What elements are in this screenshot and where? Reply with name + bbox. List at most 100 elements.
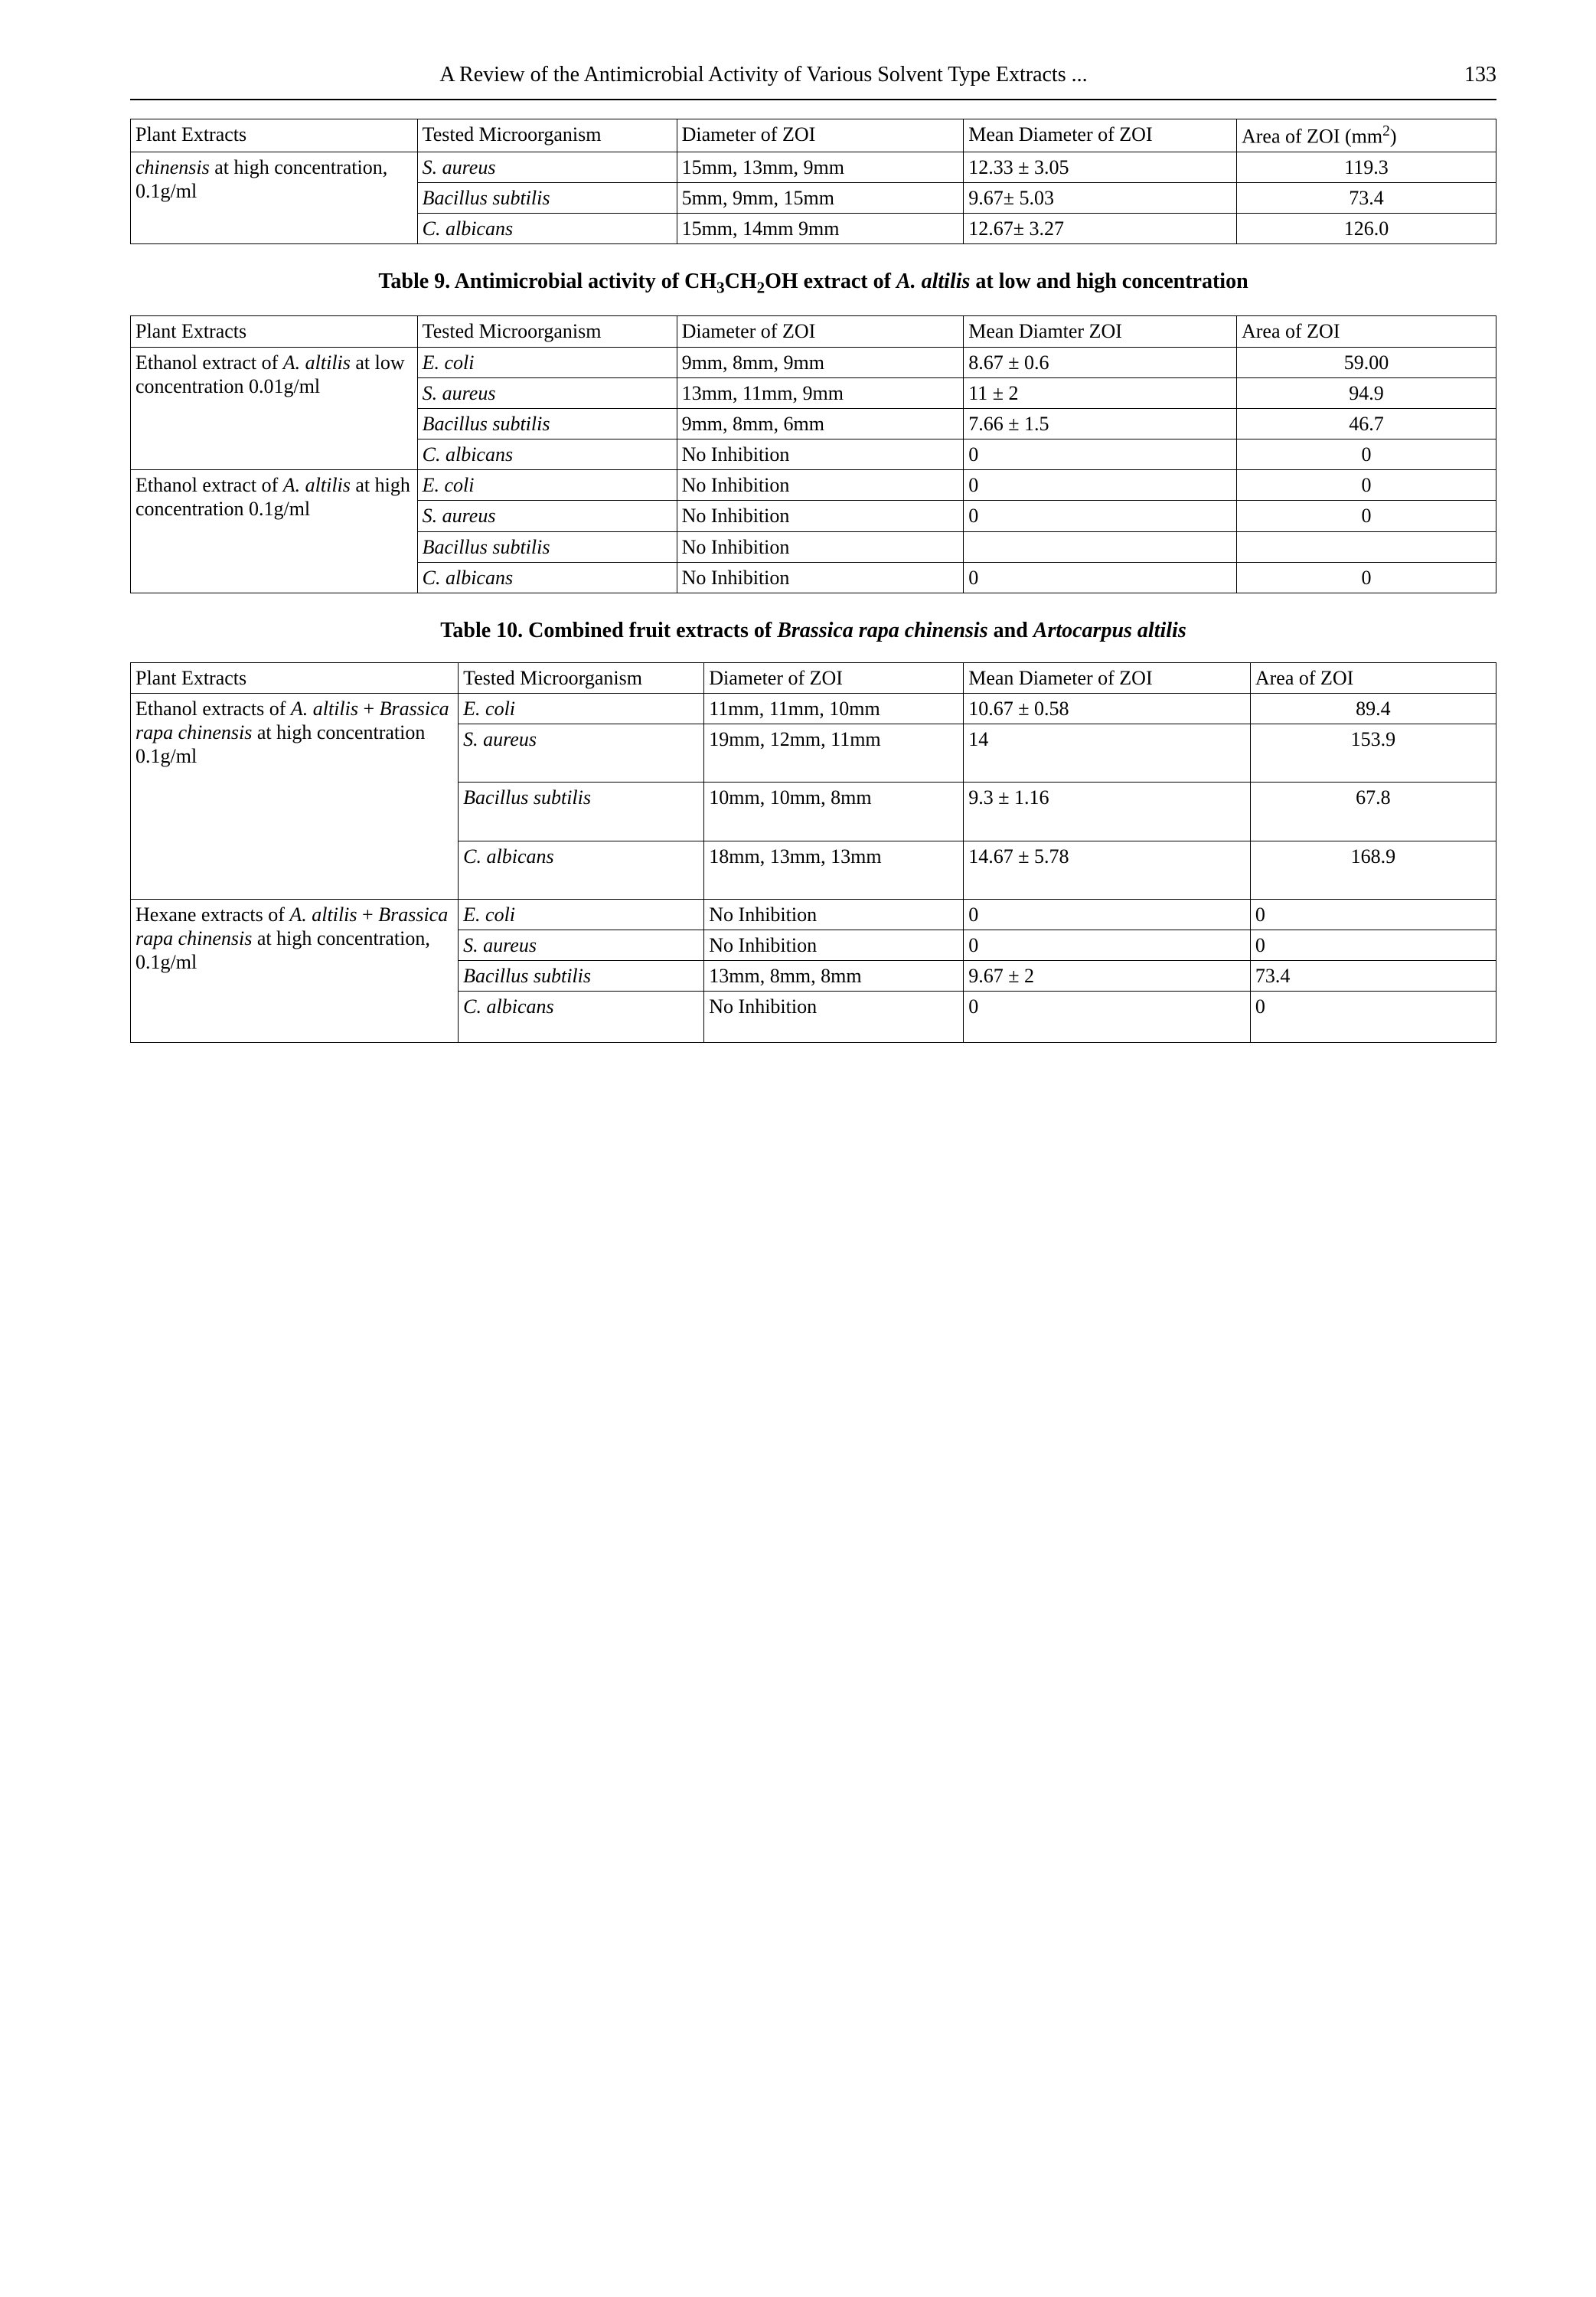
cell-organism: S. aureus — [417, 501, 677, 531]
table-row: chinensis at high concentration, 0.1g/ml… — [131, 152, 1496, 182]
cell-area: 119.3 — [1237, 152, 1496, 182]
cell-organism: S. aureus — [459, 930, 704, 960]
table-row: Ethanol extract of A. altilis at low con… — [131, 347, 1496, 377]
cell-mean: 0 — [964, 562, 1237, 593]
table-9: Plant Extracts Tested Microorganism Diam… — [130, 315, 1496, 593]
cell-organism: E. coli — [417, 347, 677, 377]
cell-diameter: No Inhibition — [704, 992, 964, 1042]
cell-organism: C. albicans — [459, 992, 704, 1042]
cell-area — [1237, 531, 1496, 562]
cell-organism: Bacillus subtilis — [459, 783, 704, 841]
page: A Review of the Antimicrobial Activity o… — [130, 61, 1496, 1043]
cell-diameter: No Inhibition — [704, 899, 964, 930]
cell-plant-extract: Ethanol extract of A. altilis at high co… — [131, 470, 418, 593]
col-mean-diameter-zoi: Mean Diamter ZOI — [964, 316, 1237, 347]
col-diameter-zoi: Diameter of ZOI — [677, 316, 964, 347]
cell-organism: C. albicans — [417, 214, 677, 244]
cell-area: 0 — [1250, 992, 1496, 1042]
cell-diameter: 18mm, 13mm, 13mm — [704, 841, 964, 899]
cell-organism: Bacillus subtilis — [459, 961, 704, 992]
cell-area: 59.00 — [1237, 347, 1496, 377]
table-row: Ethanol extracts of A. altilis + Brassic… — [131, 694, 1496, 724]
col-diameter-zoi: Diameter of ZOI — [704, 662, 964, 693]
cell-area: 89.4 — [1250, 694, 1496, 724]
cell-mean: 10.67 ± 0.58 — [964, 694, 1251, 724]
col-plant-extracts: Plant Extracts — [131, 662, 459, 693]
cell-plant-extract: Ethanol extracts of A. altilis + Brassic… — [131, 694, 459, 900]
cell-mean: 9.3 ± 1.16 — [964, 783, 1251, 841]
col-area-zoi: Area of ZOI — [1250, 662, 1496, 693]
table-row: Hexane extracts of A. altilis + Brassica… — [131, 899, 1496, 930]
cell-area: 73.4 — [1237, 183, 1496, 214]
cell-area: 0 — [1237, 439, 1496, 470]
cell-organism: C. albicans — [459, 841, 704, 899]
cell-diameter: 9mm, 8mm, 6mm — [677, 408, 964, 439]
table-header-row: Plant Extracts Tested Microorganism Diam… — [131, 316, 1496, 347]
table-8-continuation: Plant Extracts Tested Microorganism Diam… — [130, 119, 1496, 244]
cell-area: 0 — [1237, 470, 1496, 501]
cell-diameter: 11mm, 11mm, 10mm — [704, 694, 964, 724]
cell-mean: 7.66 ± 1.5 — [964, 408, 1237, 439]
cell-diameter: No Inhibition — [677, 531, 964, 562]
table-9-caption: Table 9. Antimicrobial activity of CH3CH… — [130, 267, 1496, 299]
cell-diameter: No Inhibition — [677, 439, 964, 470]
cell-diameter: 15mm, 13mm, 9mm — [677, 152, 964, 182]
cell-organism: E. coli — [459, 899, 704, 930]
cell-diameter: 10mm, 10mm, 8mm — [704, 783, 964, 841]
col-plant-extracts: Plant Extracts — [131, 119, 418, 152]
cell-organism: S. aureus — [417, 152, 677, 182]
col-mean-diameter-zoi: Mean Diameter of ZOI — [964, 662, 1251, 693]
cell-organism: Bacillus subtilis — [417, 408, 677, 439]
cell-plant-extract: Ethanol extract of A. altilis at low con… — [131, 347, 418, 470]
cell-organism: C. albicans — [417, 562, 677, 593]
col-area-zoi: Area of ZOI — [1237, 316, 1496, 347]
cell-area: 73.4 — [1250, 961, 1496, 992]
cell-organism: S. aureus — [459, 724, 704, 783]
cell-diameter: No Inhibition — [677, 562, 964, 593]
cell-mean — [964, 531, 1237, 562]
cell-diameter: 9mm, 8mm, 9mm — [677, 347, 964, 377]
running-title: A Review of the Antimicrobial Activity o… — [130, 61, 1397, 88]
cell-mean: 8.67 ± 0.6 — [964, 347, 1237, 377]
cell-mean: 12.67± 3.27 — [964, 214, 1237, 244]
cell-diameter: No Inhibition — [677, 501, 964, 531]
cell-mean: 0 — [964, 439, 1237, 470]
cell-mean: 14 — [964, 724, 1251, 783]
cell-mean: 0 — [964, 501, 1237, 531]
cell-area: 94.9 — [1237, 377, 1496, 408]
cell-area: 0 — [1250, 930, 1496, 960]
col-tested-microorganism: Tested Microorganism — [417, 316, 677, 347]
cell-mean: 0 — [964, 470, 1237, 501]
cell-plant-extract: chinensis at high concentration, 0.1g/ml — [131, 152, 418, 244]
cell-mean: 9.67± 5.03 — [964, 183, 1237, 214]
cell-area: 0 — [1237, 562, 1496, 593]
cell-diameter: 19mm, 12mm, 11mm — [704, 724, 964, 783]
col-plant-extracts: Plant Extracts — [131, 316, 418, 347]
cell-mean: 9.67 ± 2 — [964, 961, 1251, 992]
table-header-row: Plant Extracts Tested Microorganism Diam… — [131, 662, 1496, 693]
cell-diameter: 13mm, 8mm, 8mm — [704, 961, 964, 992]
col-diameter-zoi: Diameter of ZOI — [677, 119, 964, 152]
page-number: 133 — [1443, 61, 1496, 88]
cell-mean: 0 — [964, 992, 1251, 1042]
table-10: Plant Extracts Tested Microorganism Diam… — [130, 662, 1496, 1043]
cell-diameter: 13mm, 11mm, 9mm — [677, 377, 964, 408]
col-mean-diameter-zoi: Mean Diameter of ZOI — [964, 119, 1237, 152]
cell-plant-extract: Hexane extracts of A. altilis + Brassica… — [131, 899, 459, 1042]
col-area-zoi: Area of ZOI (mm2) — [1237, 119, 1496, 152]
cell-area: 46.7 — [1237, 408, 1496, 439]
cell-organism: Bacillus subtilis — [417, 183, 677, 214]
cell-area: 0 — [1237, 501, 1496, 531]
cell-area: 67.8 — [1250, 783, 1496, 841]
col-tested-microorganism: Tested Microorganism — [417, 119, 677, 152]
cell-diameter: 15mm, 14mm 9mm — [677, 214, 964, 244]
table-header-row: Plant Extracts Tested Microorganism Diam… — [131, 119, 1496, 152]
cell-organism: C. albicans — [417, 439, 677, 470]
cell-organism: Bacillus subtilis — [417, 531, 677, 562]
cell-area: 153.9 — [1250, 724, 1496, 783]
cell-mean: 0 — [964, 899, 1251, 930]
cell-organism: S. aureus — [417, 377, 677, 408]
table-10-caption: Table 10. Combined fruit extracts of Bra… — [130, 616, 1496, 645]
header-rule — [130, 99, 1496, 100]
cell-mean: 0 — [964, 930, 1251, 960]
